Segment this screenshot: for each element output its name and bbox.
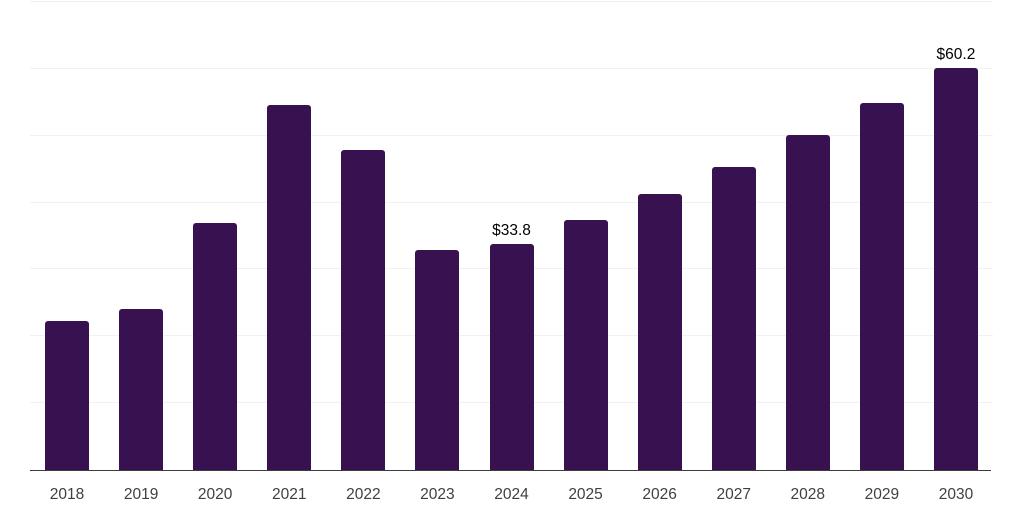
bar-2027[interactable] bbox=[711, 167, 756, 470]
x-tick-label-2024: 2024 bbox=[494, 486, 529, 503]
x-tick-label-2023: 2023 bbox=[420, 486, 455, 503]
bar-2018[interactable] bbox=[45, 320, 90, 470]
x-axis-line bbox=[30, 470, 991, 472]
bar-2020[interactable] bbox=[193, 223, 238, 470]
gridline-40 bbox=[30, 201, 993, 203]
bar-2026[interactable] bbox=[637, 193, 682, 470]
x-tick-label-2028: 2028 bbox=[790, 486, 826, 503]
bar-2024[interactable] bbox=[489, 244, 534, 470]
bar-2025[interactable] bbox=[563, 219, 608, 470]
gridline-60 bbox=[30, 67, 993, 69]
bar-2021[interactable] bbox=[267, 104, 312, 470]
bar-2022[interactable] bbox=[341, 149, 386, 470]
x-tick-label-2020: 2020 bbox=[197, 486, 233, 503]
x-tick-label-2030: 2030 bbox=[938, 486, 974, 503]
x-tick-label-2021: 2021 bbox=[272, 486, 307, 503]
plot-area: $33.8 $60.2 bbox=[30, 1, 993, 472]
bar-value-label-2024: $33.8 bbox=[492, 222, 531, 240]
gridline-70 bbox=[30, 1, 993, 2]
x-tick-label-2027: 2027 bbox=[716, 486, 751, 503]
bar-2023[interactable] bbox=[415, 250, 460, 470]
bar-2030[interactable] bbox=[933, 67, 978, 470]
x-tick-label-2019: 2019 bbox=[123, 486, 159, 503]
x-tick-label-2018: 2018 bbox=[49, 486, 85, 503]
x-tick-label-2022: 2022 bbox=[346, 486, 381, 503]
bar-2019[interactable] bbox=[119, 308, 164, 470]
bar-2028[interactable] bbox=[785, 135, 830, 470]
x-tick-label-2029: 2029 bbox=[864, 486, 900, 503]
x-tick-label-2026: 2026 bbox=[642, 486, 677, 503]
gridline-50 bbox=[30, 134, 993, 136]
bar-2029[interactable] bbox=[859, 102, 904, 470]
x-tick-label-2025: 2025 bbox=[568, 486, 603, 503]
bar-value-label-2030: $60.2 bbox=[936, 45, 976, 63]
